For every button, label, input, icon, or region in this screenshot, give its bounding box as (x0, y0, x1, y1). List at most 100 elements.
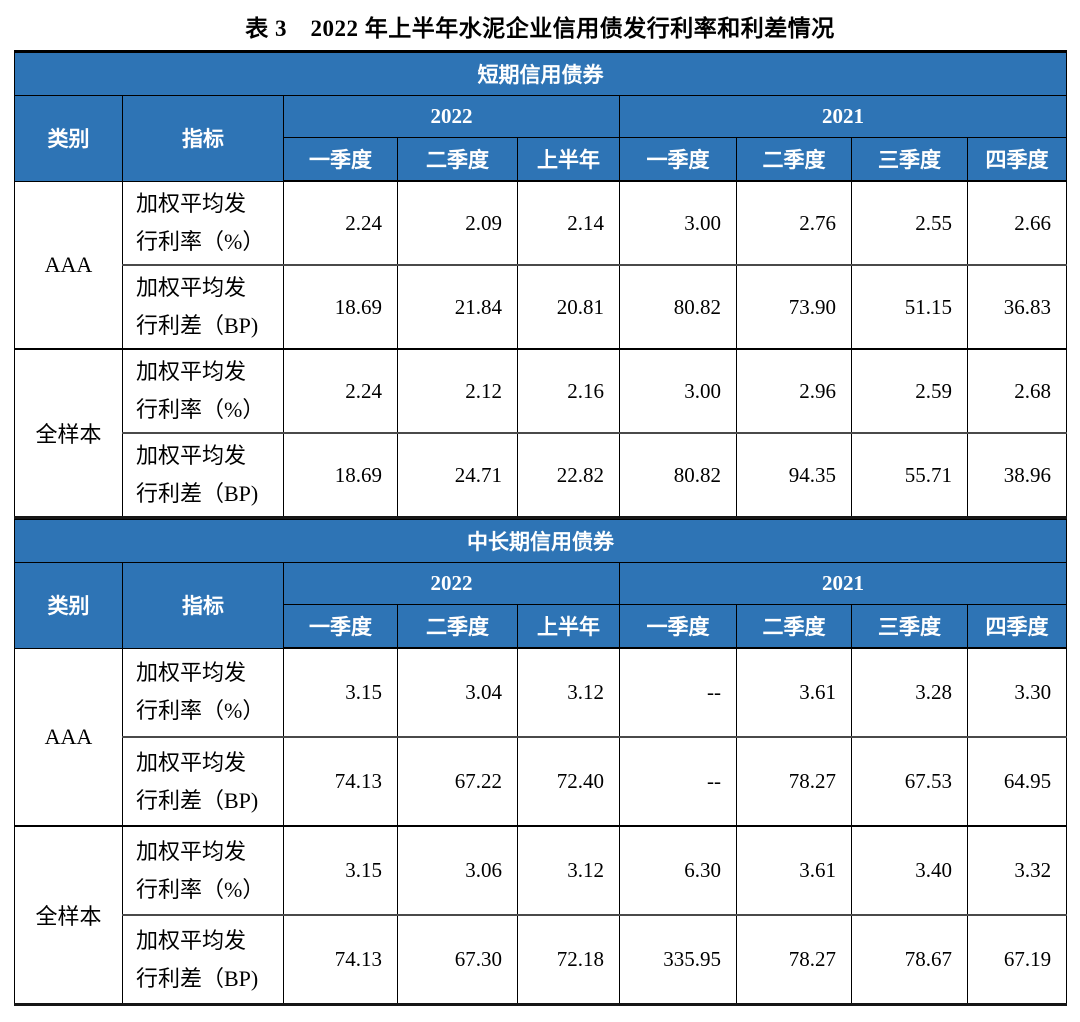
value-cell: 80.82 (619, 432, 737, 518)
value-cell: 3.61 (736, 647, 852, 738)
value-cell: 2.55 (851, 180, 968, 266)
value-cell: 3.61 (736, 825, 852, 916)
value-cell: 335.95 (619, 914, 737, 1005)
header-category-label: 类别 (14, 562, 123, 649)
indicator-cell: 加权平均发 行利差（BP) (122, 264, 284, 350)
value-cell: 78.27 (736, 736, 852, 827)
value-cell: 3.12 (517, 647, 620, 738)
value-cell: 3.30 (966, 647, 1068, 738)
header-quarter-label: 上半年 (517, 137, 620, 182)
indicator-label-line2: 行利率（%） (136, 876, 265, 902)
value-cell: 18.69 (283, 432, 398, 518)
category-cell: 全样本 (14, 825, 123, 1005)
indicator-label-line1: 加权平均发 (136, 927, 247, 953)
table-short-term-bonds: 短期信用债券 类别 指标 2022 2021 一季度 二季度 上半年 一季度 二… (13, 50, 1068, 519)
header-year-2022: 2022 (283, 95, 620, 138)
value-cell: 18.69 (283, 264, 398, 350)
value-cell: 51.15 (851, 264, 968, 350)
indicator-cell: 加权平均发 行利差（BP) (122, 914, 284, 1005)
table-footnotes: 注：债券样本不包括结构化产品及可转债 资料来源：Wind，联合资信整理 (16, 1016, 1080, 1022)
header-quarter-label: 三季度 (851, 137, 968, 182)
header-category-label: 类别 (14, 95, 123, 182)
value-cell: 3.32 (966, 825, 1068, 916)
value-cell: 74.13 (283, 736, 398, 827)
header-quarter-label: 一季度 (619, 604, 737, 649)
header-quarter-label: 二季度 (736, 604, 852, 649)
indicator-label-line2: 行利差（BP) (136, 481, 259, 506)
indicator-cell: 加权平均发 行利率（%） (122, 647, 284, 738)
value-cell: 72.18 (517, 914, 620, 1005)
table-medium-long-term-bonds: 中长期信用债券 类别 指标 2022 2021 一季度 二季度 上半年 一季度 … (13, 519, 1068, 1006)
value-cell: 36.83 (966, 264, 1068, 350)
value-cell: 21.84 (397, 264, 518, 350)
value-cell: 64.95 (966, 736, 1068, 827)
header-indicator-label: 指标 (122, 95, 284, 182)
header-quarter-label: 一季度 (619, 137, 737, 182)
value-cell: 2.24 (283, 348, 398, 434)
indicator-label-line2: 行利率（%） (136, 698, 265, 724)
value-cell: 67.22 (397, 736, 518, 827)
indicator-label-line2: 行利差（BP) (136, 965, 259, 991)
value-cell: 2.09 (397, 180, 518, 266)
indicator-label-line1: 加权平均发 (136, 190, 247, 216)
header-indicator-label: 指标 (122, 562, 284, 649)
header-year-2021: 2021 (618, 562, 1068, 605)
value-cell: 67.53 (851, 736, 968, 827)
category-cell: 全样本 (14, 348, 123, 518)
header-quarter-label: 四季度 (966, 604, 1068, 649)
value-cell: 2.68 (966, 348, 1068, 434)
value-cell: 2.24 (283, 180, 398, 266)
value-cell: 2.16 (517, 348, 620, 434)
value-cell: 78.27 (736, 914, 852, 1005)
section-band-short-term: 短期信用债券 (13, 51, 1068, 96)
indicator-cell: 加权平均发 行利率（%） (122, 180, 284, 266)
value-cell: 3.04 (397, 647, 518, 738)
indicator-label-line2: 行利率（%） (136, 228, 265, 254)
value-cell: 38.96 (966, 432, 1068, 518)
indicator-label-line2: 行利差（BP) (136, 787, 259, 813)
value-cell: 67.30 (397, 914, 518, 1005)
value-cell: -- (619, 647, 737, 738)
value-cell: 2.59 (851, 348, 968, 434)
note-text: 注：债券样本不包括结构化产品及可转债 (16, 1016, 1080, 1022)
header-quarter-label: 二季度 (736, 137, 852, 182)
value-cell: 3.06 (397, 825, 518, 916)
header-quarter-label: 四季度 (966, 137, 1068, 182)
indicator-cell: 加权平均发 行利差（BP) (122, 736, 284, 827)
value-cell: 2.66 (966, 180, 1068, 266)
value-cell: 6.30 (619, 825, 737, 916)
category-cell: AAA (14, 647, 123, 827)
header-quarter-label: 上半年 (517, 604, 620, 649)
header-year-2022: 2022 (283, 562, 620, 605)
indicator-cell: 加权平均发 行利率（%） (122, 348, 284, 434)
header-quarter-label: 二季度 (397, 137, 518, 182)
value-cell: 20.81 (517, 264, 620, 350)
value-cell: 55.71 (851, 432, 968, 518)
indicator-label-line1: 加权平均发 (136, 838, 247, 864)
value-cell: -- (619, 736, 737, 827)
value-cell: 24.71 (397, 432, 518, 518)
value-cell: 3.00 (619, 180, 737, 266)
value-cell: 74.13 (283, 914, 398, 1005)
value-cell: 22.82 (517, 432, 620, 518)
value-cell: 94.35 (736, 432, 852, 518)
value-cell: 72.40 (517, 736, 620, 827)
value-cell: 3.00 (619, 348, 737, 434)
value-cell: 78.67 (851, 914, 968, 1005)
indicator-cell: 加权平均发 行利率（%） (122, 825, 284, 916)
header-year-2021: 2021 (618, 95, 1068, 138)
indicator-label-line1: 加权平均发 (136, 359, 247, 384)
value-cell: 80.82 (619, 264, 737, 350)
value-cell: 3.40 (851, 825, 968, 916)
header-quarter-label: 一季度 (283, 604, 398, 649)
value-cell: 2.76 (736, 180, 852, 266)
header-quarter-label: 三季度 (851, 604, 968, 649)
value-cell: 3.15 (283, 825, 398, 916)
section-band-medium-long-term: 中长期信用债券 (13, 519, 1068, 563)
indicator-label-line2: 行利率（%） (136, 397, 265, 422)
value-cell: 2.96 (736, 348, 852, 434)
value-cell: 3.28 (851, 647, 968, 738)
value-cell: 3.15 (283, 647, 398, 738)
value-cell: 2.14 (517, 180, 620, 266)
